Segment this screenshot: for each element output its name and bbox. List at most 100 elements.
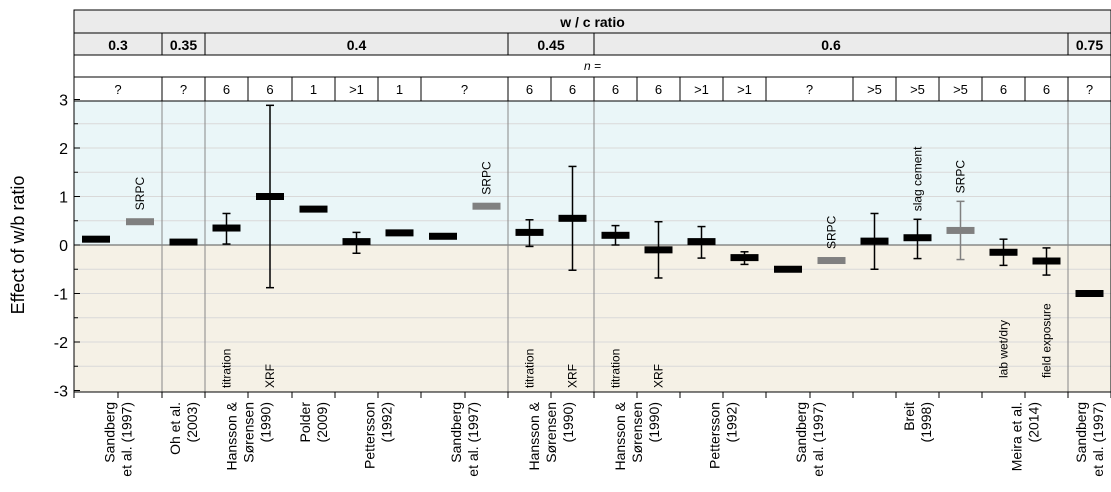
point-annotation: field exposure <box>1040 303 1054 378</box>
n-cell-label: >5 <box>953 82 968 97</box>
point-annotation: titration <box>220 349 234 388</box>
y-axis-label: Effect of w/b ratio <box>8 176 28 315</box>
data-mark <box>385 229 414 237</box>
data-mark <box>212 224 241 232</box>
wc-group-label: 0.3 <box>108 37 128 53</box>
point-annotation: SRPC <box>133 177 147 211</box>
reference-label: (2014) <box>1026 402 1042 442</box>
reference-label: Hansson & <box>526 401 542 470</box>
wc-group-label: 0.35 <box>170 37 197 53</box>
plot-frame <box>73 100 1111 393</box>
n-cell-label: ? <box>1086 82 1093 97</box>
n-cell-label: 1 <box>310 82 317 97</box>
n-cell <box>291 76 336 102</box>
wc-group-label: 0.75 <box>1076 37 1103 53</box>
reference-label: Sørensen <box>629 402 645 463</box>
data-mark <box>860 237 889 245</box>
reference-label: (1998) <box>918 402 934 442</box>
y-tick-label: -2 <box>54 335 68 352</box>
n-cell-label: 6 <box>569 82 576 97</box>
n-cell <box>334 76 379 102</box>
n-row-label: n = <box>584 59 601 73</box>
reference-label: Oh et al. <box>167 402 183 455</box>
y-tick-label: 3 <box>59 93 68 110</box>
reference-label: et al. (1997) <box>1090 402 1106 477</box>
n-cell-label: 6 <box>1043 82 1050 97</box>
reference-label: Meira et al. <box>1009 402 1025 471</box>
data-mark <box>774 265 802 273</box>
n-cell <box>1067 76 1111 102</box>
n-cell <box>550 76 595 102</box>
data-mark <box>903 234 932 242</box>
wc-group-label: 0.6 <box>821 37 841 53</box>
point-annotation: SRPC <box>480 161 494 195</box>
n-cell <box>938 76 983 102</box>
data-mark <box>730 254 759 262</box>
data-mark <box>817 257 846 265</box>
point-annotation: SRPC <box>954 160 968 194</box>
reference-label: Sandberg <box>102 402 118 463</box>
data-mark <box>558 214 587 222</box>
reference-label: (2009) <box>314 402 330 442</box>
reference-label: Hansson & <box>224 401 240 470</box>
reference-label: Sandberg <box>793 402 809 463</box>
point-annotation: XRF <box>263 364 277 388</box>
reference-label: (1992) <box>379 402 395 442</box>
n-cell-label: 6 <box>1000 82 1007 97</box>
reference-label: Sandberg <box>448 402 464 463</box>
data-mark <box>515 228 544 236</box>
data-mark <box>472 202 501 210</box>
data-mark <box>601 231 630 239</box>
point-annotation: XRF <box>652 364 666 388</box>
wc-group-label: 0.45 <box>537 37 564 53</box>
reference-label: Sørensen <box>241 402 257 463</box>
reference-label: (2003) <box>184 402 200 442</box>
data-mark <box>946 226 975 234</box>
data-mark <box>1032 257 1061 265</box>
data-mark <box>429 232 457 240</box>
data-mark <box>1075 290 1104 297</box>
data-mark <box>299 205 328 213</box>
point-annotation: lab wet/dry <box>997 320 1011 378</box>
point-annotation: titration <box>523 349 537 388</box>
reference-label: Breit <box>901 402 917 431</box>
n-cell-label: 1 <box>396 82 403 97</box>
n-cell-label: >1 <box>694 82 709 97</box>
n-cell-label: >1 <box>737 82 752 97</box>
n-cell-label: >5 <box>910 82 925 97</box>
reference-label: Pettersson <box>362 402 378 469</box>
reference-label: (1990) <box>258 402 274 442</box>
n-cell <box>981 76 1026 102</box>
data-mark <box>342 238 371 246</box>
n-cell-label: >5 <box>867 82 882 97</box>
n-cell-label: 6 <box>223 82 230 97</box>
reference-label: Pettersson <box>707 402 723 469</box>
y-tick-label: 2 <box>59 141 68 158</box>
reference-label: Sørensen <box>543 402 559 463</box>
n-cell-label: ? <box>180 82 187 97</box>
point-annotation: XRF <box>566 364 580 388</box>
n-cell-label: ? <box>461 82 468 97</box>
n-cell <box>247 76 293 102</box>
data-mark <box>126 218 154 226</box>
n-cell-label: >1 <box>349 82 364 97</box>
reference-label: (1992) <box>724 402 740 442</box>
point-annotation: titration <box>609 349 623 388</box>
point-annotation: slag cement <box>911 146 925 211</box>
reference-label: (1990) <box>560 402 576 442</box>
n-cell-label: 6 <box>266 82 273 97</box>
reference-label: Sandberg <box>1073 402 1089 463</box>
y-tick-label: -3 <box>54 384 68 401</box>
n-cell <box>73 76 163 102</box>
point-annotation: SRPC <box>825 215 839 249</box>
n-cell <box>507 76 552 102</box>
data-mark <box>169 238 198 246</box>
n-cell-label: ? <box>806 82 813 97</box>
data-mark <box>82 235 110 243</box>
data-mark <box>989 248 1018 256</box>
n-cell-label: 6 <box>612 82 619 97</box>
y-tick-label: 1 <box>59 190 68 207</box>
header-title: w / c ratio <box>559 14 625 30</box>
n-cell <box>161 76 206 102</box>
